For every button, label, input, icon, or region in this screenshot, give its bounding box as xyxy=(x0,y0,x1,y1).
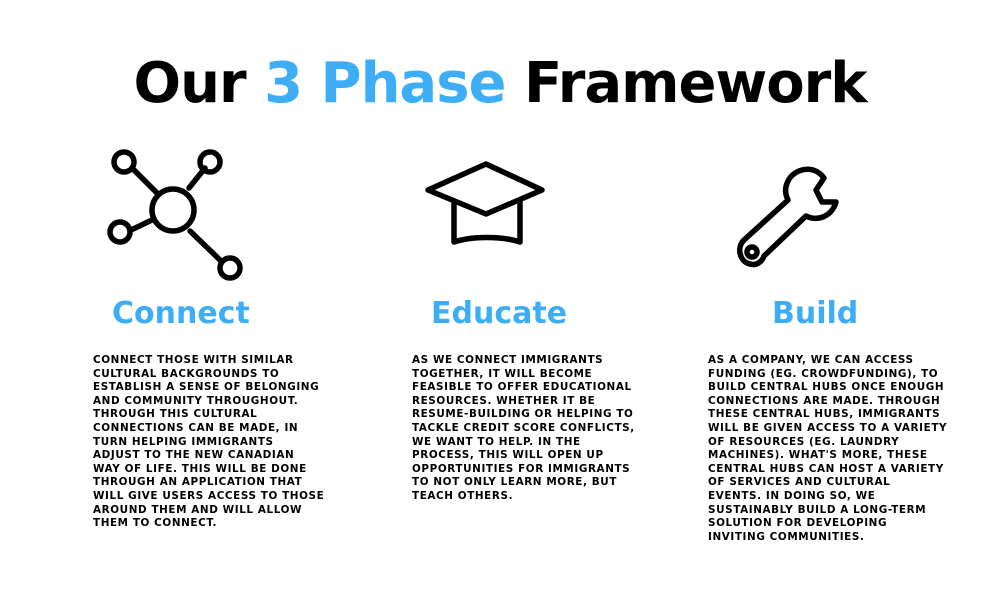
phase-description: CONNECT THOSE WITH SIMILAR CULTURAL BACK… xyxy=(93,354,325,530)
page-title: Our 3 Phase Framework xyxy=(0,50,1000,118)
phase-heading: Build xyxy=(772,296,859,331)
phase-heading: Educate xyxy=(431,296,568,331)
title-prefix: Our xyxy=(133,50,246,116)
wrench-icon xyxy=(732,162,842,272)
graduation-cap-icon xyxy=(424,156,548,252)
phase-heading: Connect xyxy=(112,296,250,331)
title-accent: 3 Phase xyxy=(264,50,506,116)
phase-description: AS WE CONNECT IMMIGRANTS TOGETHER, IT WI… xyxy=(412,354,635,502)
phase-description: AS A COMPANY, WE CAN ACCESS FUNDING (EG.… xyxy=(708,354,948,543)
network-icon xyxy=(104,146,250,286)
title-suffix: Framework xyxy=(524,50,867,116)
